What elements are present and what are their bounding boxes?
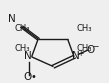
Text: O: O (24, 72, 32, 82)
Text: CH₃: CH₃ (14, 44, 30, 53)
Text: O: O (86, 44, 95, 55)
Text: CH₃: CH₃ (14, 24, 30, 33)
Text: N: N (8, 15, 16, 24)
Text: CH₃: CH₃ (76, 24, 92, 33)
Text: −: − (92, 43, 98, 52)
Text: N: N (72, 51, 80, 61)
Text: +: + (77, 49, 83, 58)
Text: •: • (30, 72, 36, 82)
Text: N: N (24, 51, 32, 61)
Text: CH₃: CH₃ (76, 44, 92, 53)
